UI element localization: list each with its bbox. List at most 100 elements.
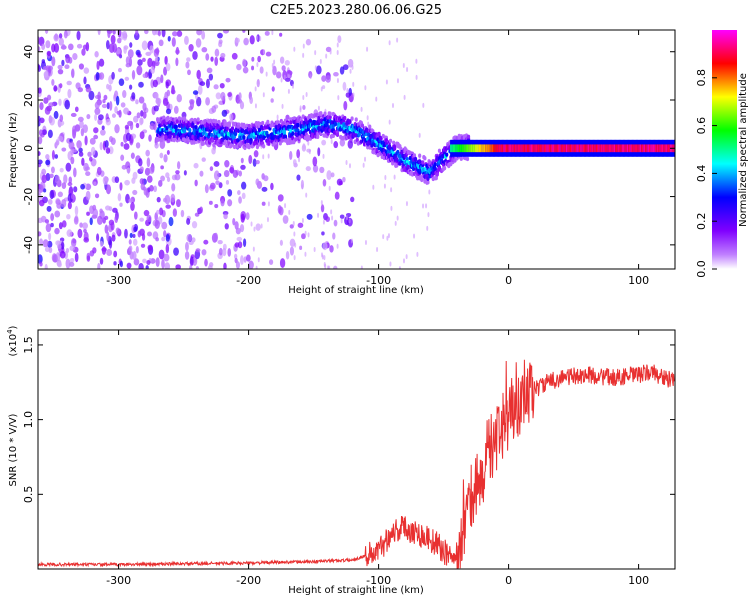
noise-blob [165, 81, 169, 89]
noise-blob [402, 258, 405, 264]
noise-blob [199, 206, 203, 214]
noise-blob [64, 64, 70, 70]
noise-blob [99, 141, 103, 151]
noise-blob [352, 92, 355, 98]
noise-blob [296, 149, 301, 159]
carrier-segment [612, 144, 615, 153]
noise-blob [319, 166, 325, 174]
noise-blob [161, 236, 166, 242]
noise-blob [138, 158, 143, 167]
colorbar: 0.0 0.2 0.4 0.6 0.8 Normalized spectral ampl… [695, 30, 749, 278]
x-tick-label: -300 [106, 574, 131, 587]
noise-blob [294, 242, 297, 248]
noise-blob [72, 125, 77, 135]
noise-blob [156, 209, 160, 215]
noise-blob [345, 215, 348, 221]
noise-blob [130, 202, 135, 211]
noise-blob [42, 239, 49, 248]
noise-blob [213, 232, 219, 243]
noise-blob [416, 251, 419, 257]
noise-blob [149, 185, 154, 192]
noise-blob [208, 73, 214, 81]
track-blob [289, 120, 293, 125]
noise-blob [331, 215, 334, 221]
carrier-segment [571, 144, 573, 153]
noise-blob [128, 239, 132, 245]
carrier-segment [665, 144, 668, 153]
noise-blob [349, 68, 352, 74]
noise-blob [260, 223, 263, 229]
noise-blob [175, 170, 180, 175]
noise-blob [372, 184, 375, 190]
noise-blob [63, 30, 68, 39]
noise-blob [384, 174, 387, 180]
noise-blob [306, 213, 313, 220]
carrier-segment [521, 144, 524, 153]
noise-blob [41, 43, 46, 50]
track-blob [227, 123, 231, 128]
noise-blob [66, 214, 71, 220]
noise-blob [211, 147, 216, 155]
noise-blob [135, 99, 139, 105]
noise-blob [104, 205, 111, 211]
noise-blob [248, 154, 253, 164]
noise-blob [312, 156, 318, 167]
snr-panel: -300 -200 -100 0 100 0.5 1.0 1.5 Height of str… [6, 325, 676, 596]
noise-blob [149, 122, 156, 130]
noise-blob [144, 30, 149, 35]
carrier-segment [568, 144, 571, 153]
noise-blob [38, 121, 41, 127]
snr-scale-exponent: 4 [6, 329, 14, 334]
noise-blob [237, 241, 243, 249]
carrier-segment [551, 144, 554, 153]
track-blob [247, 123, 251, 129]
noise-blob [94, 107, 101, 115]
noise-blob [140, 243, 146, 248]
noise-blob [425, 203, 428, 209]
noise-blob [85, 190, 91, 201]
noise-blob [104, 224, 109, 234]
noise-blob [293, 255, 296, 261]
carrier-segment [483, 144, 486, 153]
carrier-segment [487, 144, 490, 153]
noise-blob [155, 237, 159, 242]
noise-blob [237, 190, 241, 196]
carrier-segment [576, 144, 579, 153]
noise-blob [46, 205, 52, 212]
noise-blob [284, 59, 290, 66]
carrier-segment [473, 144, 476, 153]
noise-blob [47, 198, 53, 205]
noise-blob [117, 37, 122, 44]
noise-blob [73, 216, 79, 225]
noise-blob [302, 105, 306, 110]
noise-blob [289, 150, 293, 160]
noise-blob [159, 152, 164, 159]
track-blob [201, 141, 205, 146]
noise-blob [165, 62, 171, 72]
carrier-segment [464, 144, 467, 153]
track-blob [280, 138, 284, 143]
noise-blob [321, 231, 325, 236]
noise-blob [232, 217, 236, 226]
track-blob [296, 122, 300, 128]
noise-blob [106, 83, 110, 90]
noise-blob [239, 224, 245, 233]
noise-blob [131, 70, 136, 80]
noise-blob [255, 178, 260, 186]
noise-blob [396, 78, 399, 84]
noise-blob [59, 83, 63, 89]
carrier-segment [508, 144, 511, 153]
track-blob [283, 138, 288, 143]
carrier-segment [550, 144, 553, 153]
noise-blob [101, 125, 105, 131]
noise-blob [153, 93, 158, 98]
carrier-segment [503, 144, 506, 153]
noise-blob [165, 172, 170, 179]
carrier-segment [467, 144, 469, 153]
track-blob [196, 117, 200, 122]
track-blob [278, 141, 282, 146]
noise-blob [97, 91, 101, 101]
carrier-segment [586, 144, 589, 153]
noise-blob [302, 52, 305, 58]
noise-blob [135, 245, 139, 254]
